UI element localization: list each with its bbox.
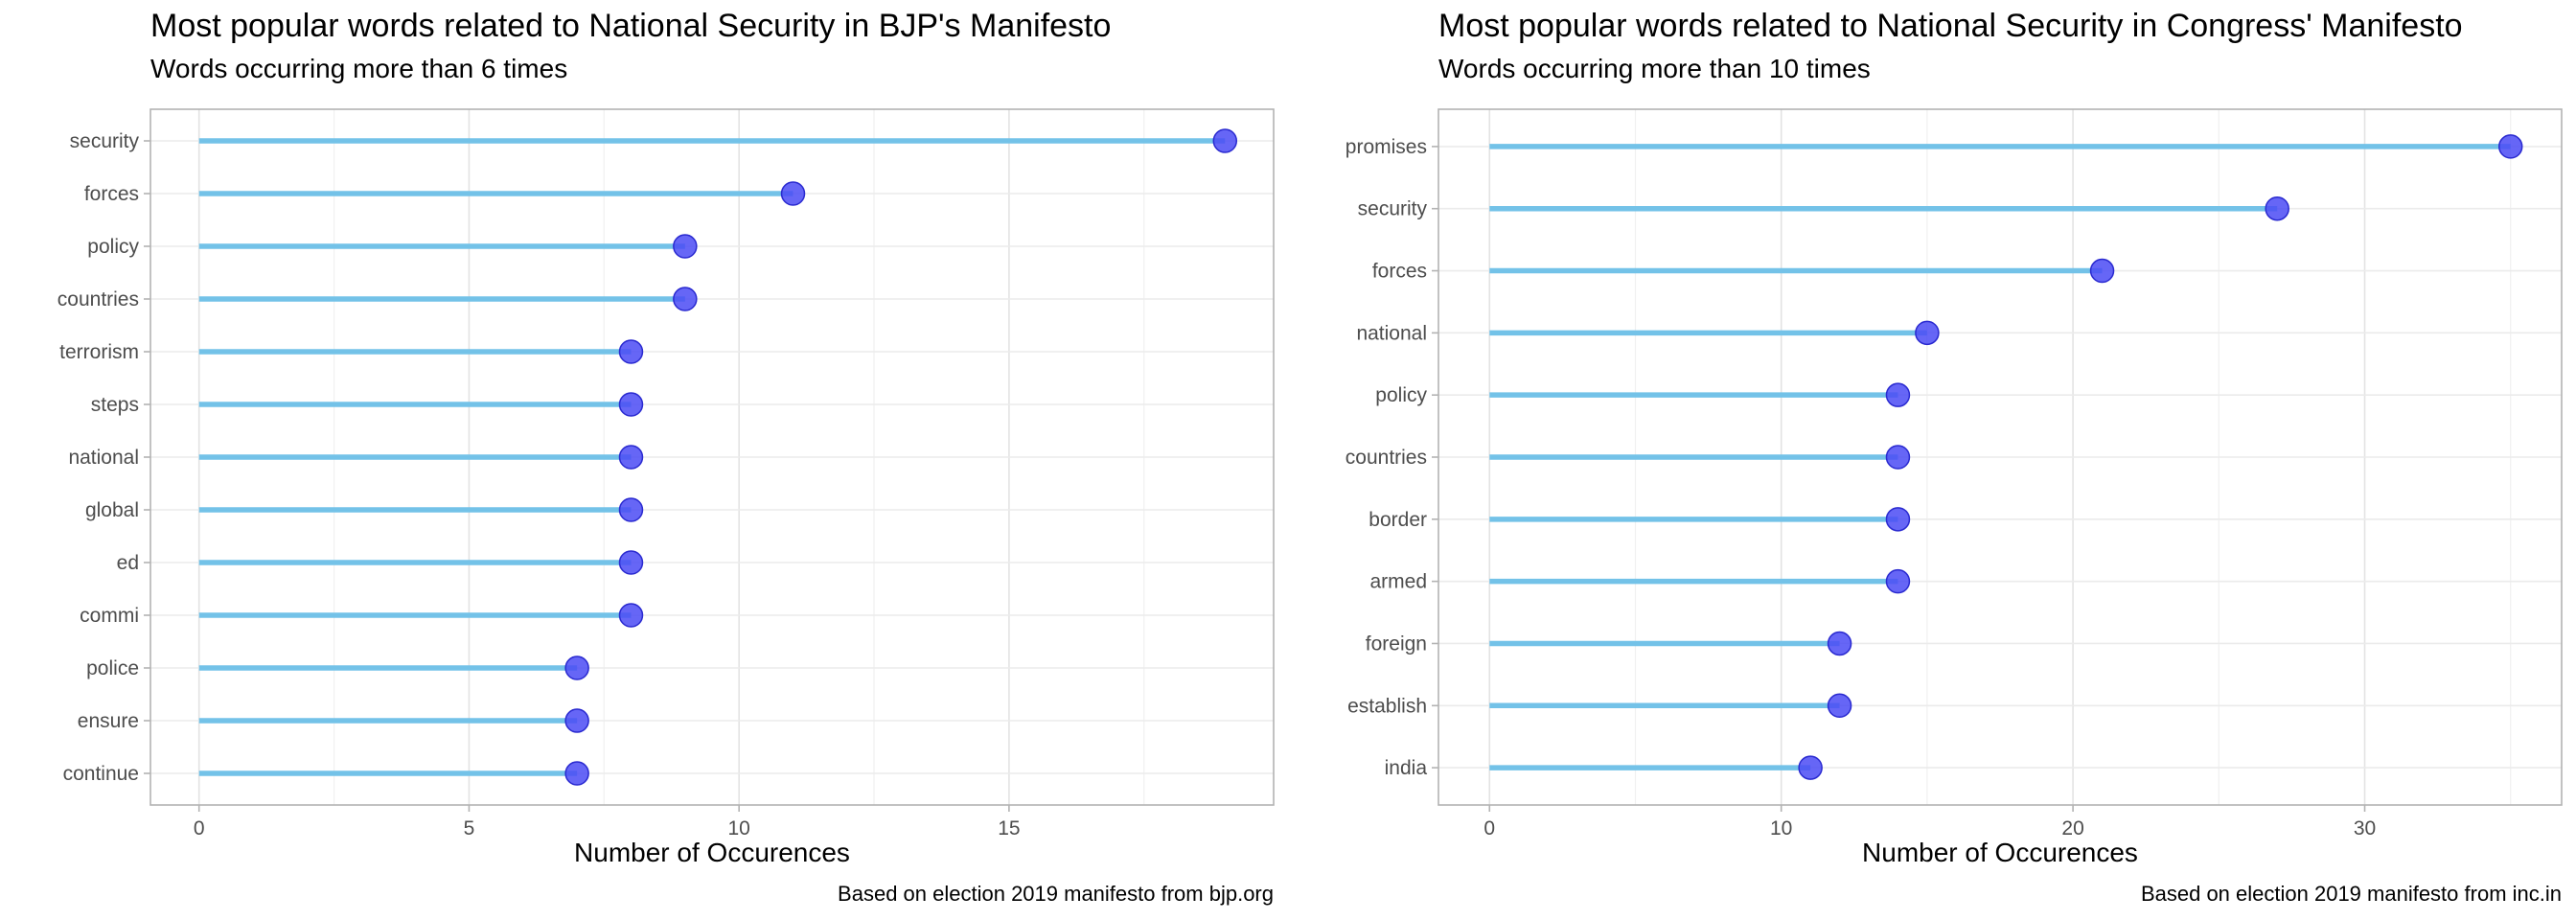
chart-subtitle: Words occurring more than 6 times bbox=[150, 54, 568, 83]
chart-panel-congress: Most popular words related to National S… bbox=[1288, 0, 2576, 920]
lollipop-point bbox=[1885, 507, 1911, 532]
y-tick-label: countries bbox=[1346, 447, 1427, 469]
chart-panel-bjp: Most popular words related to National S… bbox=[58, 8, 1275, 906]
y-tick-label: ensure bbox=[78, 710, 139, 732]
x-axis-label: Number of Occurences bbox=[1862, 838, 2138, 867]
lollipop-point bbox=[2089, 258, 2115, 284]
chart-subtitle: Words occurring more than 10 times bbox=[1438, 54, 1871, 83]
lollipop-point bbox=[564, 708, 589, 733]
lollipop-point bbox=[1885, 568, 1911, 594]
lollipop-point bbox=[1798, 755, 1823, 780]
x-tick-label: 15 bbox=[998, 817, 1020, 840]
y-tick-label: foreign bbox=[1366, 632, 1427, 655]
y-tick-label: armed bbox=[1369, 571, 1427, 593]
lollipop-point bbox=[1915, 320, 1940, 346]
lollipop-point bbox=[1885, 382, 1911, 407]
y-tick-label: promises bbox=[1346, 136, 1427, 158]
lollipop-point bbox=[1212, 128, 1238, 153]
y-tick-label: india bbox=[1385, 757, 1428, 779]
x-tick-label: 30 bbox=[2354, 817, 2376, 840]
x-tick-label: 0 bbox=[1484, 817, 1495, 840]
x-axis-label: Number of Occurences bbox=[574, 838, 850, 867]
chart-caption: Based on election 2019 manifesto from bj… bbox=[838, 882, 1274, 906]
x-tick-label: 10 bbox=[1770, 817, 1792, 840]
y-tick-label: terrorism bbox=[59, 341, 139, 363]
lollipop-point bbox=[2497, 134, 2523, 159]
lollipop-point bbox=[618, 392, 644, 417]
lollipop-point bbox=[780, 181, 806, 206]
y-tick-label: continue bbox=[63, 763, 139, 785]
y-tick-label: security bbox=[70, 130, 140, 152]
lollipop-point bbox=[618, 445, 644, 470]
lollipop-point bbox=[1827, 693, 1852, 719]
y-tick-label: border bbox=[1368, 509, 1427, 531]
lollipop-point bbox=[618, 339, 644, 364]
lollipop-point bbox=[618, 550, 644, 575]
y-tick-label: police bbox=[86, 657, 139, 679]
y-tick-label: establish bbox=[1347, 695, 1427, 717]
y-tick-label: national bbox=[68, 447, 139, 469]
y-tick-label: forces bbox=[84, 183, 139, 205]
lollipop-point bbox=[673, 287, 698, 311]
lollipop-point bbox=[618, 497, 644, 522]
x-tick-label: 20 bbox=[2061, 817, 2083, 840]
lollipop-point bbox=[564, 656, 589, 680]
lollipop-point bbox=[564, 761, 589, 786]
chart-title: Most popular words related to National S… bbox=[150, 8, 1112, 44]
y-tick-label: national bbox=[1356, 322, 1427, 344]
lollipop-chart-congress: 0 10 20 30 promises security forces national pol… bbox=[1346, 108, 2563, 840]
lollipop-point bbox=[1827, 631, 1852, 656]
y-tick-label: ed bbox=[117, 552, 139, 574]
chart-title: Most popular words related to National S… bbox=[1438, 8, 2463, 44]
y-tick-label: policy bbox=[87, 236, 139, 258]
y-tick-label: forces bbox=[1372, 261, 1427, 283]
x-tick-label: 5 bbox=[464, 817, 475, 840]
x-tick-label: 10 bbox=[727, 817, 749, 840]
lollipop-point bbox=[618, 603, 644, 628]
y-tick-label: global bbox=[85, 499, 139, 521]
y-tick-label: security bbox=[1358, 198, 1428, 220]
y-tick-label: policy bbox=[1375, 384, 1427, 406]
x-tick-label: 0 bbox=[194, 817, 205, 840]
y-tick-label: countries bbox=[58, 288, 139, 310]
lollipop-point bbox=[673, 234, 698, 259]
lollipop-point bbox=[2265, 196, 2289, 221]
chart-caption: Based on election 2019 manifesto from in… bbox=[2140, 882, 2562, 906]
y-tick-label: steps bbox=[91, 394, 139, 416]
y-tick-label: commi bbox=[80, 605, 139, 627]
lollipop-point bbox=[1885, 445, 1911, 470]
lollipop-chart-bjp: 0 5 10 15 security forces policy countries terro… bbox=[58, 108, 1275, 840]
